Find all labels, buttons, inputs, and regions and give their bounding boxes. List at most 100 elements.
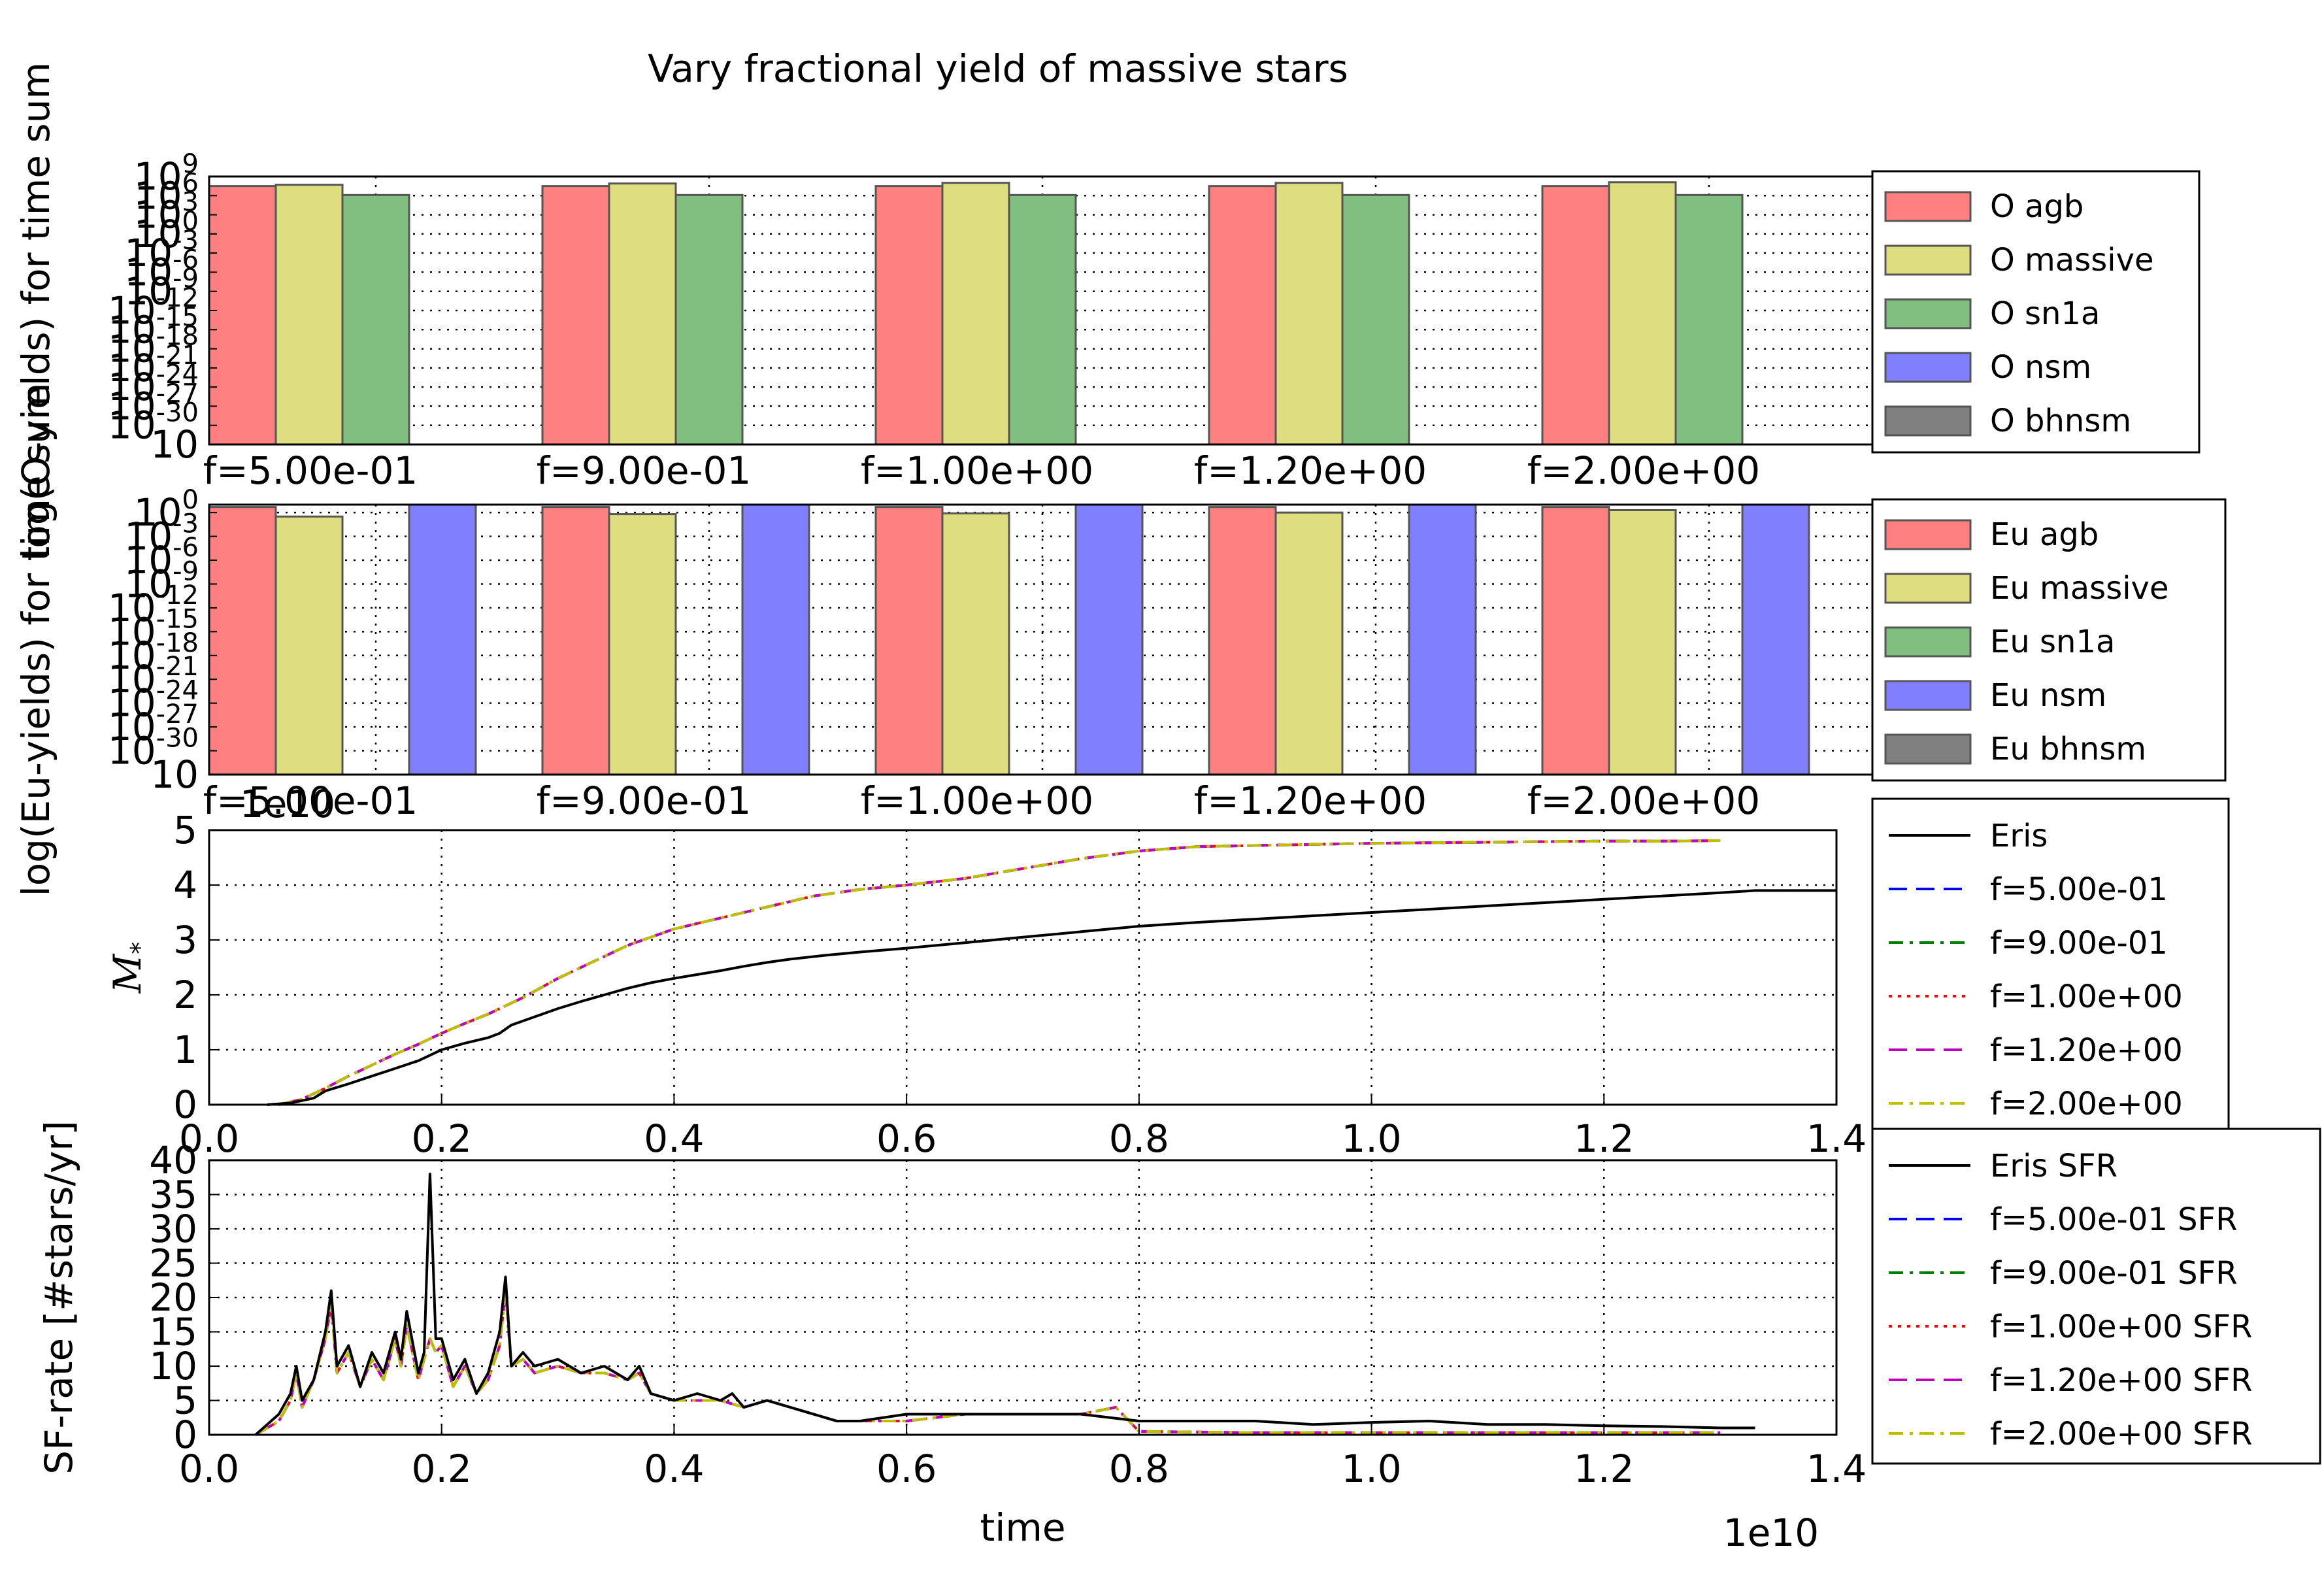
y-tick-label: 10-27 xyxy=(108,378,199,428)
y-tick-label: 10-6 xyxy=(124,533,199,582)
bar-panel-1: 10910610310010-310-610-910-1210-1510-181… xyxy=(14,62,2200,559)
legend-swatch xyxy=(1884,298,1972,329)
y-tick-label: 100 xyxy=(134,207,199,256)
legend-frame xyxy=(1871,1128,2321,1465)
legend-label: f=9.00e-01 xyxy=(1990,925,2168,962)
y-tick-label: 3 xyxy=(173,918,197,962)
y-tick-label: 35 xyxy=(149,1173,197,1217)
y-tick-label: 10-12 xyxy=(108,580,199,630)
y-tick-label: 10 xyxy=(150,752,199,797)
legend-label: O sn1a xyxy=(1990,295,2100,332)
bar-Eu-nsm xyxy=(1074,503,1144,776)
legend-swatch xyxy=(1884,191,1972,222)
x-tick-label: 0.6 xyxy=(876,1116,937,1161)
axes-frame xyxy=(208,829,1838,1106)
x-tick-label: 0.6 xyxy=(876,1447,937,1491)
bar-O-agb xyxy=(1208,185,1277,446)
bar-O-agb xyxy=(874,185,944,446)
legend-label: O massive xyxy=(1990,242,2154,278)
bar-Eu-agb xyxy=(1208,506,1277,776)
legend: Eris f=5.00e-01 f=9.00e-01 f=1.00e+00 f=1.20… xyxy=(1871,797,2230,1135)
y-axis-label: log(O-yields) for time sum xyxy=(14,62,58,559)
y-tick-label: 10-15 xyxy=(108,604,199,654)
legend-label: O agb xyxy=(1990,188,2083,225)
y-tick-label: 106 xyxy=(134,168,199,218)
y-tick-label: 10-27 xyxy=(108,699,199,749)
y-tick-label: 1 xyxy=(173,1028,197,1072)
legend: Eris SFR f=5.00e-01 SFR f=9.00e-01 SFR f=1.… xyxy=(1871,1128,2321,1465)
y-tick-label: 0 xyxy=(173,1082,197,1127)
bar-Eu-nsm xyxy=(408,503,477,776)
offset-text: 1e10 xyxy=(240,782,335,826)
y-tick-label: 10-18 xyxy=(108,628,199,678)
y-tick-label: 10-24 xyxy=(108,676,199,726)
x-category-label: f=9.00e-01 xyxy=(537,448,752,493)
y-tick-label: 10-6 xyxy=(124,244,199,294)
x-tick-label: 0.0 xyxy=(179,1447,239,1491)
x-tick-label: 0.8 xyxy=(1109,1447,1169,1491)
y-tick-label: 109 xyxy=(134,149,199,199)
y-tick-label: 4 xyxy=(173,863,197,907)
y-tick-label: 10 xyxy=(150,422,199,467)
y-tick-label: 30 xyxy=(149,1207,197,1251)
legend-label: f=2.00e+00 SFR xyxy=(1990,1416,2253,1452)
y-tick-label: 10-3 xyxy=(124,509,199,559)
x-category-label: f=1.00e+00 xyxy=(861,779,1093,823)
bar-panel-2: 10010-310-610-910-1210-1510-1810-2110-24… xyxy=(14,383,2227,897)
x-tick-label: 0.4 xyxy=(644,1116,704,1161)
legend-label: Eu nsm xyxy=(1990,677,2106,714)
line-panel-4: 0.0 0.2 0.4 0.6 0.8 1.0 1.2 1.4 0510152025303540… xyxy=(37,1120,2321,1555)
bar-Eu-agb xyxy=(208,506,277,776)
y-tick-label: 20 xyxy=(149,1275,197,1320)
legend-swatch xyxy=(1884,405,1972,437)
x-category-label: f=1.20e+00 xyxy=(1194,448,1427,493)
y-tick-label: 10-9 xyxy=(124,556,199,606)
x-axis-label: time xyxy=(980,1505,1065,1550)
y-axis-label: log(Eu-yields) for time sum xyxy=(14,383,58,897)
x-category-label: f=9.00e-01 xyxy=(537,779,752,823)
x-category-label: f=5.00e-01 xyxy=(203,779,418,823)
legend-swatch xyxy=(1884,733,1972,765)
y-tick-label: 5 xyxy=(173,808,197,852)
x-category-label: f=1.00e+00 xyxy=(861,448,1093,493)
y-axis-label: M* xyxy=(105,942,154,994)
y-tick-label: 10-21 xyxy=(108,341,199,390)
y-tick-label: 100 xyxy=(134,485,199,535)
legend-label: f=9.00e-01 SFR xyxy=(1990,1255,2238,1292)
legend-label: Eu massive xyxy=(1990,570,2168,607)
series-line-Eris-SFR xyxy=(254,1173,1755,1436)
legend-swatch xyxy=(1884,352,1972,383)
x-category-label: f=2.00e+00 xyxy=(1527,448,1760,493)
bar-Eu-massive xyxy=(274,515,344,776)
y-tick-label: 5 xyxy=(173,1379,197,1423)
legend-label: Eu bhnsm xyxy=(1990,731,2146,767)
legend-swatch xyxy=(1884,519,1972,550)
y-tick-label: 15 xyxy=(149,1310,197,1354)
bar-O-sn1a xyxy=(341,193,410,446)
legend-label: f=5.00e-01 SFR xyxy=(1990,1201,2238,1238)
legend-label: Eu sn1a xyxy=(1990,624,2115,660)
legend-label: Eris xyxy=(1990,818,2048,854)
y-tick-label: 25 xyxy=(149,1241,197,1286)
series-line-f-2-00e-00 xyxy=(278,839,1721,1106)
bar-Eu-massive xyxy=(941,512,1010,776)
y-tick-label: 10-30 xyxy=(108,398,199,448)
y-tick-label: 10-30 xyxy=(108,724,199,773)
y-tick-label: 10-3 xyxy=(124,226,199,275)
bar-Eu-massive xyxy=(1274,511,1344,776)
x-tick-label: 0.2 xyxy=(412,1447,472,1491)
bar-O-agb xyxy=(1541,185,1610,446)
bar-O-massive xyxy=(608,182,677,446)
legend-swatch xyxy=(1884,573,1972,604)
bar-Eu-nsm xyxy=(741,503,810,776)
legend-label: f=1.00e+00 SFR xyxy=(1990,1309,2253,1345)
x-tick-label: 1.0 xyxy=(1341,1447,1401,1491)
y-tick-label: 40 xyxy=(149,1138,197,1182)
bar-O-massive xyxy=(1274,182,1344,446)
grid xyxy=(209,505,1876,775)
y-tick-label: 0 xyxy=(173,1413,197,1457)
legend-swatch xyxy=(1884,626,1972,658)
legend-frame xyxy=(1871,797,2230,1135)
legend-label: f=2.00e+00 xyxy=(1990,1086,2183,1122)
